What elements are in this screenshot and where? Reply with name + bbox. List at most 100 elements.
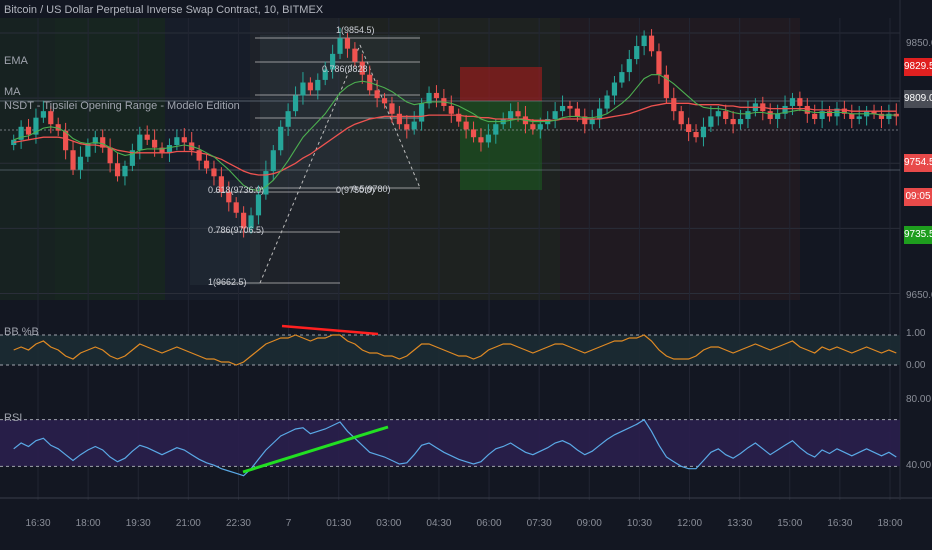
candle-body	[159, 147, 165, 153]
candle-body	[559, 105, 566, 112]
time-tick-label: 07:30	[526, 518, 552, 529]
candle-body	[226, 191, 232, 203]
indicator-orb-label[interactable]: NSDT - Tipsilei Opening Range - Modelo E…	[4, 100, 240, 112]
candle-body	[582, 116, 588, 125]
candle-body	[619, 72, 625, 83]
candle-body	[634, 46, 640, 60]
candle-body	[656, 51, 662, 75]
time-tick-label: 16:30	[827, 518, 853, 529]
candle-body	[433, 92, 440, 99]
stop-loss-zone	[460, 67, 542, 101]
candle-body	[819, 111, 825, 119]
price-tick-9650: 9650.0	[906, 290, 932, 301]
candle-body	[789, 98, 796, 106]
candle-body	[641, 35, 647, 47]
rsi-panel	[0, 418, 900, 477]
fib-diagonal	[259, 44, 361, 284]
candlestick-series	[11, 27, 899, 238]
bb-panel-label[interactable]: BB %B	[4, 326, 39, 338]
panel-separator-1	[0, 300, 932, 306]
candle-body	[537, 124, 543, 130]
rsi-axis-bottom: 40.00	[906, 460, 932, 471]
candle-body	[856, 116, 862, 119]
session-band-5	[560, 18, 800, 300]
price-box-stop: 9735.5	[904, 226, 932, 244]
candle-body	[552, 111, 558, 119]
bullish-divergence-line	[242, 425, 389, 474]
session-band-0	[0, 18, 55, 300]
candle-body	[463, 121, 469, 130]
candle-body	[671, 98, 677, 112]
rsi-panel-label[interactable]: RSI	[4, 412, 23, 424]
candle-body	[322, 69, 328, 80]
candle-body	[248, 215, 254, 229]
candle-body	[589, 118, 595, 125]
candle-body	[485, 134, 491, 143]
candle-body	[470, 129, 477, 138]
candle-body	[70, 150, 76, 170]
candle-body	[804, 105, 810, 114]
candle-body	[152, 139, 158, 148]
candle-body	[708, 116, 714, 127]
fib-label-05: 0.5(9780)	[352, 184, 391, 194]
candle-body	[767, 111, 773, 119]
candle-body	[352, 48, 358, 62]
candle-body	[678, 111, 684, 125]
time-tick-label: 21:00	[175, 518, 201, 529]
candle-body	[626, 59, 632, 73]
panel-separator-2	[0, 383, 932, 389]
candle-body	[77, 156, 84, 170]
candle-body	[797, 98, 803, 106]
candle-body	[18, 126, 24, 140]
candle-body	[730, 118, 736, 125]
rsi-axis-top: 80.00	[906, 394, 932, 405]
candle-body	[745, 111, 751, 119]
rsi-line	[13, 418, 897, 477]
candle-body	[166, 145, 173, 153]
ma-line	[13, 102, 897, 176]
candle-body	[508, 111, 514, 119]
indicator-ema-label[interactable]: EMA	[4, 55, 28, 67]
candle-body	[85, 143, 91, 157]
chart-title: Bitcoin / US Dollar Perpetual Inverse Sw…	[4, 4, 324, 16]
candle-body	[196, 150, 202, 161]
candle-body	[826, 111, 833, 117]
bearish-divergence-line	[281, 324, 379, 336]
candle-body	[181, 137, 187, 143]
candle-body	[315, 79, 321, 91]
candle-body	[419, 103, 425, 122]
time-tick-label: 16:30	[25, 518, 51, 529]
candle-body	[396, 113, 402, 125]
indicator-ma-label[interactable]: MA	[4, 86, 21, 98]
candle-body	[478, 137, 484, 143]
candle-body	[129, 150, 135, 166]
candle-body	[359, 61, 365, 75]
session-band-6	[800, 18, 900, 300]
bb-axis-top: 1.00	[906, 328, 926, 339]
divergence-trendlines	[242, 324, 389, 474]
candle-body	[285, 111, 291, 127]
fib-label-0: 0(9750.0)	[336, 185, 375, 195]
candle-body	[241, 212, 247, 229]
time-tick-label: 04:30	[426, 518, 452, 529]
fib-label-0786: 0.786(9828	[322, 64, 368, 74]
ema-line	[13, 74, 897, 192]
candle-body	[55, 124, 61, 131]
time-tick-label: 18:00	[75, 518, 101, 529]
candle-body	[663, 74, 669, 99]
candle-body	[144, 134, 150, 140]
candle-body	[812, 113, 818, 119]
bb-percent-panel	[0, 334, 900, 366]
candle-body	[300, 82, 306, 96]
candle-body	[278, 126, 284, 151]
session-band-2	[165, 18, 250, 300]
candle-body	[137, 134, 143, 151]
candle-body	[530, 124, 536, 130]
price-box-ma: 9754.5	[904, 154, 932, 172]
candle-body	[255, 194, 262, 216]
take-profit-zone	[460, 101, 542, 190]
candle-body	[686, 124, 692, 132]
fib-label-1-low: 1(9662.5)	[208, 277, 247, 287]
time-tick-label: 06:00	[476, 518, 502, 529]
